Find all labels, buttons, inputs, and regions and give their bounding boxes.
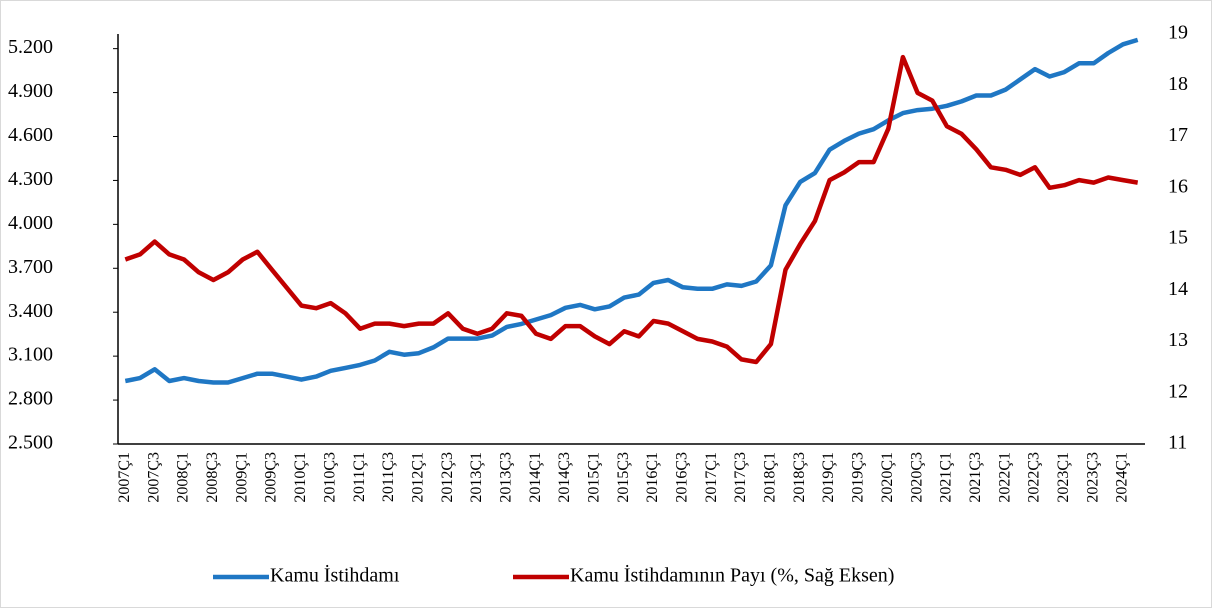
x-tick-label: 2022Ç3 xyxy=(1026,452,1043,503)
x-tick-label: 2017Ç1 xyxy=(703,452,720,503)
y-tick-label: 4.900 xyxy=(8,80,53,102)
x-tick-label: 2016Ç3 xyxy=(674,452,691,503)
x-tick-label: 2012Ç1 xyxy=(409,452,426,503)
x-tick-label: 2016Ç1 xyxy=(644,452,661,503)
y-tick-label: 3.100 xyxy=(8,344,53,366)
y2-tick-label: 18 xyxy=(1168,73,1188,95)
x-tick-label: 2024Ç1 xyxy=(1114,452,1131,503)
y-tick-label: 4.600 xyxy=(8,124,53,146)
x-tick-label: 2019Ç3 xyxy=(850,452,867,503)
legend-label: Kamu İstihdamı xyxy=(270,564,400,587)
y2-tick-label: 14 xyxy=(1168,278,1188,300)
x-tick-label: 2008Ç3 xyxy=(204,452,221,503)
y2-tick-label: 19 xyxy=(1168,22,1188,44)
line-series xyxy=(124,54,1139,365)
y-tick-label: 2.800 xyxy=(8,388,53,410)
x-tick-label: 2007Ç3 xyxy=(145,452,162,503)
x-tick-label: 2023Ç1 xyxy=(1055,452,1072,503)
x-tick-label: 2013Ç3 xyxy=(497,452,514,503)
x-tick-label: 2007Ç1 xyxy=(116,452,133,503)
x-tick-label: 2015Ç1 xyxy=(585,452,602,503)
y-tick-label: 2.500 xyxy=(8,432,53,454)
x-tick-label: 2019Ç1 xyxy=(820,452,837,503)
x-tick-label: 2011Ç3 xyxy=(380,452,397,502)
y2-tick-label: 17 xyxy=(1168,124,1188,146)
x-tick-label: 2009Ç3 xyxy=(263,452,280,503)
legend-label: Kamu İstihdamının Payı (%, Sağ Eksen) xyxy=(570,564,894,587)
y-tick-label: 3.700 xyxy=(8,256,53,278)
y2-tick-label: 13 xyxy=(1168,329,1188,351)
x-tick-label: 2018Ç3 xyxy=(791,452,808,503)
y-tick-label: 3.400 xyxy=(8,300,53,322)
x-tick-label: 2020Ç1 xyxy=(879,452,896,503)
x-tick-label: 2015Ç3 xyxy=(615,452,632,503)
x-tick-label: 2012Ç3 xyxy=(439,452,456,503)
y2-tick-label: 11 xyxy=(1168,432,1187,454)
x-tick-label: 2009Ç1 xyxy=(233,452,250,503)
y-tick-label: 5.200 xyxy=(8,36,53,58)
x-tick-label: 2014Ç1 xyxy=(527,452,544,503)
x-tick-label: 2014Ç3 xyxy=(556,452,573,503)
x-tick-label: 2010Ç3 xyxy=(321,452,338,503)
x-tick-label: 2021Ç3 xyxy=(967,452,984,503)
y2-tick-label: 12 xyxy=(1168,380,1188,402)
x-tick-label: 2023Ç3 xyxy=(1084,452,1101,503)
line-series xyxy=(124,37,1139,385)
x-tick-label: 2022Ç1 xyxy=(996,452,1013,503)
x-tick-label: 2020Ç3 xyxy=(908,452,925,503)
x-tick-label: 2010Ç1 xyxy=(292,452,309,503)
y-tick-label: 4.300 xyxy=(8,168,53,190)
x-tick-label: 2013Ç1 xyxy=(468,452,485,503)
x-tick-label: 2011Ç1 xyxy=(351,452,368,502)
y2-tick-label: 16 xyxy=(1168,175,1188,197)
x-tick-label: 2018Ç1 xyxy=(762,452,779,503)
x-tick-label: 2021Ç1 xyxy=(938,452,955,503)
y-tick-label: 4.000 xyxy=(8,212,53,234)
x-tick-label: 2008Ç1 xyxy=(175,452,192,503)
x-tick-label: 2017Ç3 xyxy=(732,452,749,503)
y2-tick-label: 15 xyxy=(1168,227,1188,249)
